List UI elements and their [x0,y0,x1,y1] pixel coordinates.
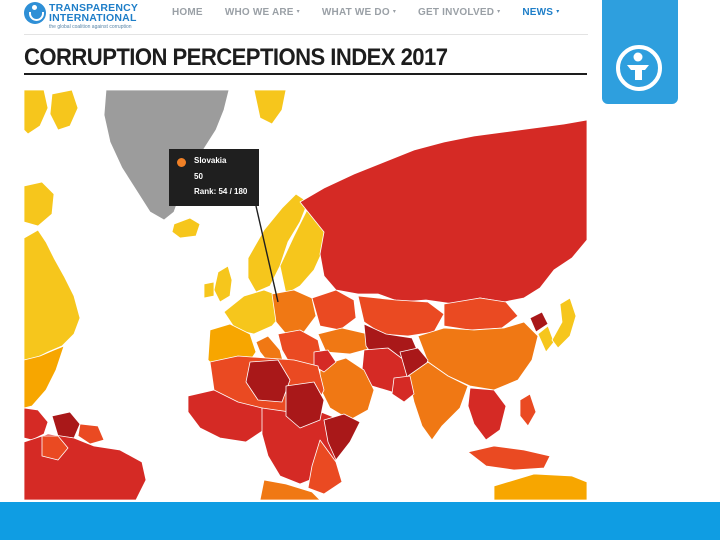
region-philippines[interactable] [519,393,537,427]
region-pakistan[interactable] [391,375,415,403]
region-ukraine[interactable] [311,289,357,331]
region-iceland[interactable] [171,217,201,239]
ti-logo[interactable]: TRANSPARENCY INTERNATIONAL the global co… [24,2,149,32]
region-west-africa[interactable] [187,389,265,443]
nav-divider [24,34,588,35]
country-tooltip: Slovakia 50 Rank: 54 / 180 [169,149,259,206]
region-mongolia[interactable] [443,297,519,331]
region-indonesia[interactable] [467,445,551,471]
region-horn-of-africa[interactable] [323,413,361,461]
region-greenland[interactable] [103,90,230,221]
ti-logo-icon [24,2,46,24]
region-norway[interactable] [247,193,309,293]
logo-line-2: INTERNATIONAL [49,12,137,24]
region-central-europe[interactable] [271,289,317,335]
region-east-africa[interactable] [307,439,343,495]
region-sudan[interactable] [285,381,325,429]
region-canada-east[interactable] [24,181,55,227]
nav-home-label: HOME [172,7,203,18]
page-title: CORRUPTION PERCEPTIONS INDEX 2017 [24,44,448,71]
region-usa[interactable] [24,345,65,409]
person-circle-icon [616,45,662,91]
nav-what-we-do-label: WHAT WE DO [321,7,390,18]
region-australia[interactable] [493,473,587,500]
region-sahel[interactable] [245,359,291,403]
tooltip-score: 50 [194,172,203,181]
tooltip-leader-line [255,205,279,303]
region-southern-africa[interactable] [259,479,321,500]
region-korea[interactable] [537,325,555,353]
region-guyana[interactable] [77,423,105,445]
region-levant[interactable] [313,349,337,373]
nav-get-involved-label: GET INVOLVED [418,7,495,18]
nav-what-we-do[interactable]: WHAT WE DO ▾ [322,7,396,21]
logo-tagline: the global coalition against corruption [49,24,132,30]
main-nav: HOME WHO WE ARE ▾ WHAT WE DO ▾ GET INVOLVE… [172,7,581,21]
chevron-down-icon: ▾ [392,9,397,15]
region-arabia[interactable] [319,357,375,421]
nav-get-involved[interactable]: GET INVOLVED ▾ [418,7,500,21]
region-venezuela[interactable] [51,411,81,439]
region-svalbard[interactable] [253,90,287,125]
region-canada[interactable] [24,229,81,361]
region-colombia[interactable] [41,435,69,461]
nav-news[interactable]: NEWS ▾ [522,7,559,21]
ti-emblem-tab[interactable] [602,0,678,104]
title-underline [24,73,587,75]
region-japan[interactable] [551,297,577,349]
footer-band [0,502,720,540]
region-russia[interactable] [299,119,587,305]
nav-news-label: NEWS [522,7,554,18]
region-canada-islands[interactable] [24,90,49,135]
chevron-down-icon: ▾ [296,9,300,15]
region-india[interactable] [407,361,469,441]
region-north-korea[interactable] [529,311,549,333]
region-se-asia[interactable] [467,387,507,441]
nav-home[interactable]: HOME [172,7,203,21]
region-arctic-islands[interactable] [49,90,79,131]
region-central-america[interactable] [24,407,49,441]
region-uk[interactable] [213,265,233,303]
tooltip-country: Slovakia [194,156,227,165]
nav-who-we-are[interactable]: WHO WE ARE ▾ [225,7,300,21]
score-color-dot [177,158,186,167]
world-map-svg[interactable] [24,90,587,500]
tooltip-rank: Rank: 54 / 180 [194,187,248,196]
chevron-down-icon: ▾ [497,9,501,15]
region-ireland[interactable] [203,281,215,299]
nav-who-we-are-label: WHO WE ARE [224,7,294,18]
chevron-down-icon: ▾ [556,9,560,15]
logo-line-1: TRANSPARENCY [49,2,139,14]
cpi-world-map[interactable] [24,90,587,500]
